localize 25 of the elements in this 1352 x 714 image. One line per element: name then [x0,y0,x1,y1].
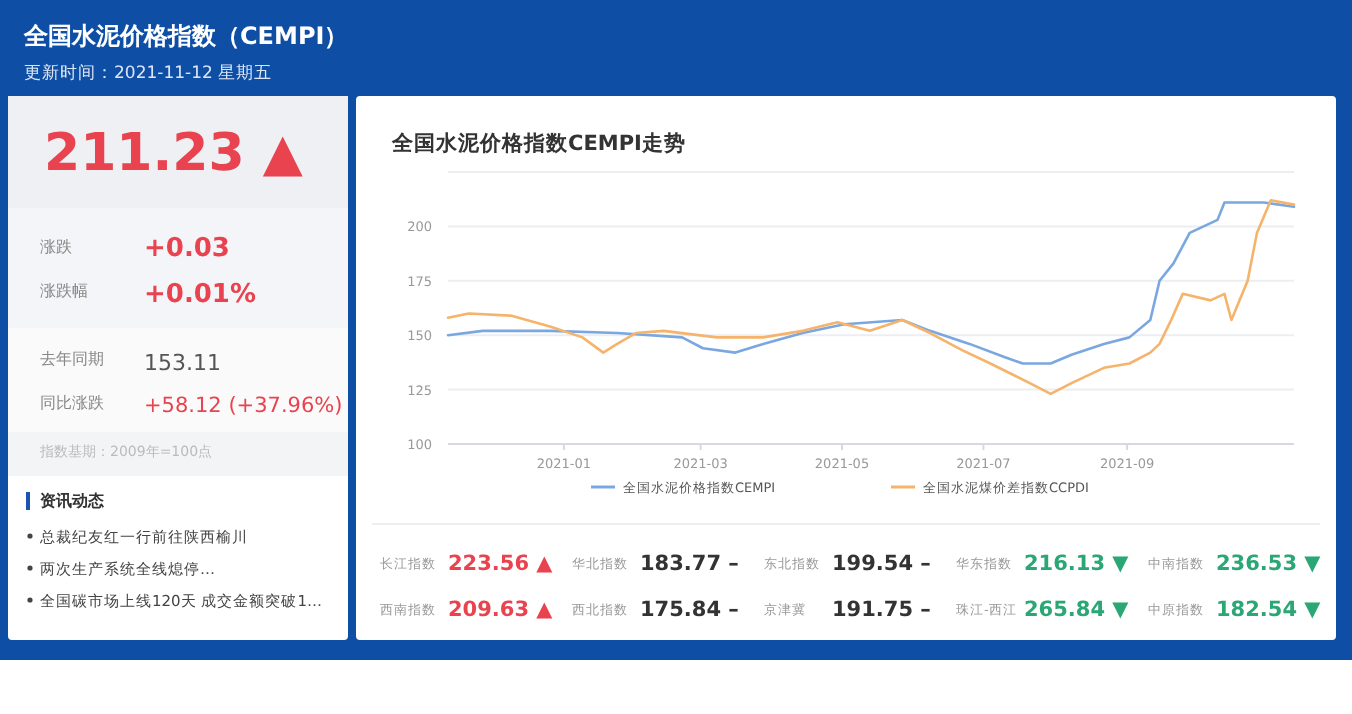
text: +0.01% [144,280,256,310]
text: 199.54 – [832,552,931,576]
line-series [446,198,1296,396]
text: +58.12 (+37.96%) [144,394,343,418]
text: 191.75 – [832,598,931,622]
text: 236.53 ▼ [1216,552,1321,576]
text: 216.13 ▼ [1024,552,1129,576]
text: 182.54 ▼ [1216,598,1321,622]
text: 更新时间：2021-11-12 星期五 [24,62,273,84]
chart-title: 全国水泥价格指数CEMPI走势 [390,130,686,156]
text: 全国水泥价格指数（CEMPI） [22,22,349,50]
text: +0.03 [144,234,230,264]
text: 153.11 [144,350,221,376]
text: 183.77 – [640,552,739,576]
text: 175.84 – [640,598,739,622]
text: 209.63 ▲ [448,598,553,622]
text: 去年同期 [40,350,104,368]
text: 涨跌幅 [40,282,88,300]
text: 资讯动态 [40,492,106,510]
text: 265.84 ▼ [1024,598,1129,622]
text: 211.23 ▲ [44,124,303,184]
text: 涨跌 [40,238,72,256]
line-series [446,201,1296,365]
text: 同比涨跌 [40,394,104,412]
text: 223.56 ▲ [448,552,553,576]
